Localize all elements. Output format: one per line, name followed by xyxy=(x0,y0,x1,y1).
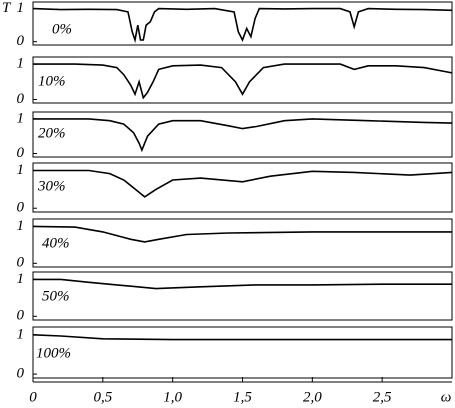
y-tick-label: 1 xyxy=(17,218,25,234)
panel-annotation: 0% xyxy=(52,21,72,37)
transmission-curve xyxy=(33,63,453,100)
transmission-curve xyxy=(33,169,453,198)
y-tick-label: 1 xyxy=(17,110,25,126)
y-tick-label: 0 xyxy=(17,255,25,271)
panel-annotation: 40% xyxy=(42,235,70,251)
y-tick-label: 1 xyxy=(17,162,25,178)
panel-frame xyxy=(32,56,453,104)
panel-annotation: 100% xyxy=(36,345,71,361)
panel-annotation: 30% xyxy=(37,178,66,194)
x-tick-label: 2,0 xyxy=(303,389,322,405)
y-tick-label: 1 xyxy=(17,56,25,72)
x-axis-label: ω xyxy=(441,389,452,405)
panel-annotation: 10% xyxy=(38,73,66,89)
y-tick-label: 0 xyxy=(17,200,25,216)
panel-frame xyxy=(32,162,453,213)
x-tick-label: 1,5 xyxy=(233,389,252,405)
y-tick-label: 0 xyxy=(17,145,25,161)
panel-annotation: 50% xyxy=(42,288,70,304)
panel-annotation: 20% xyxy=(38,125,66,141)
panel-frame xyxy=(32,1,453,46)
y-axis-label: T xyxy=(2,0,12,16)
y-tick-label: 0 xyxy=(17,33,25,49)
y-tick-label: 0 xyxy=(17,308,25,324)
x-tick-label: 0 xyxy=(29,389,37,405)
transmission-curve xyxy=(33,118,453,153)
panel-frame xyxy=(32,271,453,321)
transmission-curve xyxy=(33,278,452,290)
x-tick-label: 2,5 xyxy=(373,389,392,405)
transmission-curve xyxy=(32,225,452,243)
y-tick-label: 1 xyxy=(17,271,25,287)
transmission-curve xyxy=(32,7,453,44)
x-tick-label: 1,0 xyxy=(163,389,182,405)
x-tick-label: 0,5 xyxy=(93,389,112,405)
y-tick-label: 0 xyxy=(17,91,25,107)
panel-frame xyxy=(32,111,453,158)
y-tick-label: 0 xyxy=(17,366,25,382)
panel-frame xyxy=(32,326,453,379)
panel-frame xyxy=(32,218,453,268)
transmission-curve xyxy=(32,334,452,341)
y-tick-label: 1 xyxy=(17,326,25,342)
y-tick-label: 1 xyxy=(17,0,25,16)
